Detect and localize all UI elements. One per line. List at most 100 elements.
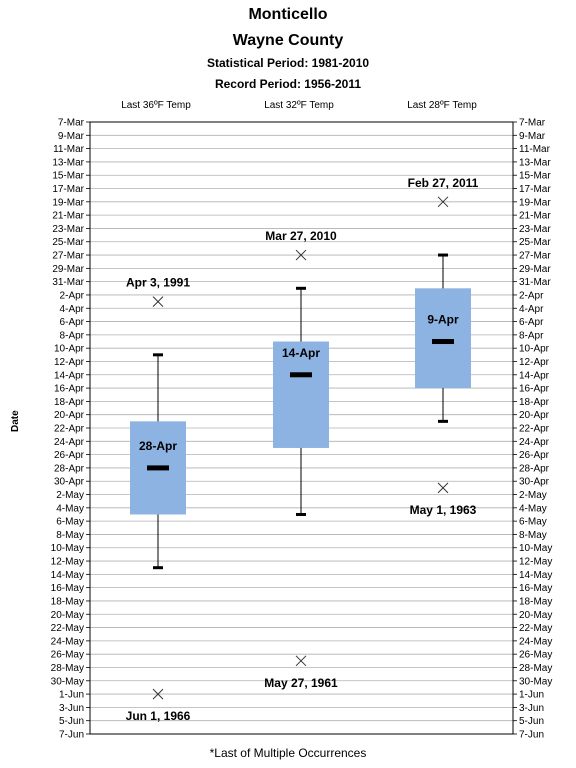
y-tick-label: 11-Mar	[53, 144, 85, 155]
median-marker	[147, 465, 169, 471]
y-tick-label: 7-Mar	[58, 118, 85, 129]
y-tick-label: 22-May	[51, 623, 84, 634]
y-tick-label: 2-May	[519, 490, 547, 501]
median-marker	[290, 372, 312, 378]
whisker-cap-top	[296, 286, 306, 290]
y-tick-label: 22-Apr	[519, 424, 550, 435]
y-tick-label: 10-Apr	[519, 344, 550, 355]
y-tick-label: 2-Apr	[519, 290, 544, 301]
y-tick-label: 9-Mar	[58, 131, 85, 142]
y-tick-label: 24-Apr	[519, 437, 550, 448]
record-label: Apr 3, 1991	[126, 276, 190, 290]
y-tick-label: 31-Mar	[519, 277, 551, 288]
y-tick-label: 12-May	[519, 557, 552, 568]
y-tick-label: 24-Apr	[54, 437, 85, 448]
y-tick-label: 4-May	[519, 503, 547, 514]
y-tick-label: 5-Jun	[519, 716, 544, 727]
plot-area-frame	[89, 121, 514, 735]
y-tick-label: 6-Apr	[60, 317, 85, 328]
y-tick-label: 14-Apr	[519, 370, 550, 381]
y-tick-label: 28-May	[519, 663, 552, 674]
y-tick-label: 25-Mar	[519, 237, 551, 248]
y-tick-label: 17-Mar	[519, 184, 551, 195]
y-tick-label: 7-Jun	[59, 730, 84, 741]
y-tick-label: 12-Apr	[54, 357, 85, 368]
y-tick-label: 27-Mar	[52, 251, 84, 262]
y-tick-label: 24-May	[51, 636, 84, 647]
y-tick-label: 17-Mar	[52, 184, 84, 195]
y-tick-label: 12-May	[51, 557, 84, 568]
y-tick-label: 26-May	[519, 650, 552, 661]
statistical-period: Statistical Period: 1981-2010	[206, 56, 370, 70]
whisker-cap-bottom	[153, 566, 163, 570]
y-tick-label: 25-Mar	[52, 237, 84, 248]
y-tick-labels-left: 7-Mar 9-Mar 11-Mar 13-Mar 15-Mar 17-Mar 19-Mar…	[51, 118, 85, 741]
whisker-cap-top	[438, 253, 448, 257]
record-marker	[152, 688, 164, 700]
box-series: 28-Apr Apr 3, 1991 Jun 1, 1966 14-Apr Mar 27…	[126, 176, 479, 723]
y-tick-label: 21-Mar	[52, 211, 84, 222]
y-tick-label: 20-Apr	[54, 410, 85, 421]
box-group: 28-Apr Apr 3, 1991 Jun 1, 1966	[126, 276, 191, 723]
y-tick-label: 18-May	[51, 596, 84, 607]
y-tick-label: 30-Apr	[54, 477, 85, 488]
y-tick-label: 10-May	[51, 543, 84, 554]
y-tick-label: 31-Mar	[52, 277, 84, 288]
y-tick-label: 3-Jun	[59, 703, 84, 714]
record-marker	[152, 296, 164, 307]
y-tick-label: 29-Mar	[52, 264, 84, 275]
box-group: 14-Apr Mar 27, 2010 May 27, 1961	[264, 229, 338, 690]
y-tick-label: 26-Apr	[519, 450, 550, 461]
y-tick-label: 10-May	[519, 543, 552, 554]
y-tick-label: 23-Mar	[519, 224, 551, 235]
y-tick-label: 22-Apr	[54, 424, 85, 435]
y-tick-label: 29-Mar	[519, 264, 551, 275]
box	[415, 288, 471, 389]
y-tick-label: 16-Apr	[519, 384, 550, 395]
y-tick-label: 27-Mar	[519, 251, 551, 262]
y-tick-label: 16-Apr	[54, 384, 85, 395]
y-tick-label: 7-Mar	[519, 118, 546, 129]
y-tick-label: 14-May	[519, 570, 552, 581]
record-label: Mar 27, 2010	[265, 229, 337, 243]
y-tick-label: 30-May	[51, 676, 84, 687]
y-tick-label: 21-Mar	[519, 211, 551, 222]
record-marker	[437, 482, 449, 494]
median-label: 14-Apr	[282, 346, 320, 360]
y-tick-label: 1-Jun	[59, 690, 84, 701]
y-tick-label: 7-Jun	[519, 730, 544, 741]
y-tick-label: 2-May	[56, 490, 84, 501]
y-tick-label: 8-Apr	[519, 330, 544, 341]
record-marker	[295, 249, 307, 261]
y-tick-label: 10-Apr	[54, 344, 85, 355]
y-tick-label: 30-May	[519, 676, 552, 687]
y-tick-label: 12-Apr	[519, 357, 550, 368]
record-label: May 27, 1961	[264, 676, 338, 690]
series-header-36f: Last 36ºF Temp	[121, 100, 191, 111]
y-tick-label: 6-May	[519, 517, 547, 528]
box	[273, 341, 329, 448]
y-tick-label: 15-Mar	[519, 171, 551, 182]
y-tick-label: 26-May	[51, 650, 84, 661]
median-label: 28-Apr	[139, 439, 177, 453]
box-group: 9-Apr Feb 27, 2011 May 1, 1963	[408, 176, 479, 517]
series-header-32f: Last 32ºF Temp	[264, 100, 334, 111]
record-label: May 1, 1963	[410, 503, 477, 517]
y-tick-label: 8-May	[519, 530, 547, 541]
y-tick-labels-right: 7-Mar 9-Mar 11-Mar 13-Mar 15-Mar 17-Mar 19-Mar…	[519, 118, 552, 741]
y-tick-label: 8-May	[56, 530, 84, 541]
y-tick-label: 26-Apr	[54, 450, 85, 461]
y-tick-label: 28-May	[51, 663, 84, 674]
record-label: Jun 1, 1966	[126, 709, 191, 723]
y-tick-label: 24-May	[519, 636, 552, 647]
y-tick-label: 2-Apr	[60, 290, 85, 301]
record-period: Record Period: 1956-2011	[214, 77, 362, 91]
y-tick-label: 16-May	[519, 583, 552, 594]
y-tick-label: 3-Jun	[519, 703, 544, 714]
y-tick-label: 20-May	[51, 610, 84, 621]
footnote: *Last of Multiple Occurrences	[209, 746, 367, 760]
y-tick-label: 18-Apr	[54, 397, 85, 408]
y-tick-label: 15-Mar	[52, 171, 84, 182]
y-tick-label: 19-Mar	[519, 197, 551, 208]
whisker-cap-bottom	[296, 512, 306, 516]
